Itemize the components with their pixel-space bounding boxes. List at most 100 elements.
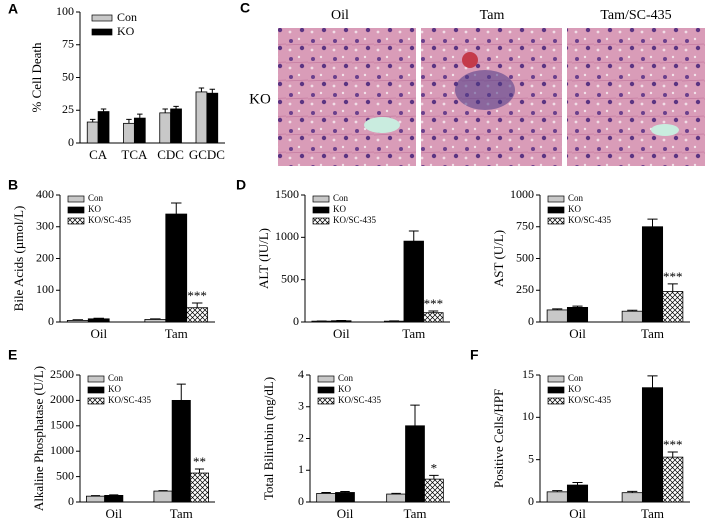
inflammation (455, 70, 515, 110)
y-tick-label: 1500 (275, 187, 299, 201)
y-axis-label: ALT (IU/L) (256, 228, 271, 289)
x-tick-label: Oil (337, 506, 354, 518)
error-bar (176, 383, 186, 401)
error-bar (126, 118, 132, 124)
error-bar (627, 490, 638, 493)
bar (546, 309, 568, 323)
x-tick-label: Tam (165, 326, 188, 341)
y-axis-label: % Cell Death (29, 42, 44, 113)
x-tick-label: GCDC (189, 147, 225, 162)
error-bar (429, 474, 439, 480)
error-bar (158, 490, 168, 492)
legend-label: KO/SC-435 (568, 215, 612, 225)
y-tick-label: 75 (62, 37, 74, 51)
legend-label: Con (108, 373, 124, 383)
panel-letter: E (8, 347, 17, 363)
bar (165, 213, 188, 323)
legend-swatch (312, 195, 330, 203)
y-axis-label: Positive Cells/HPF (491, 389, 506, 488)
legend-swatch (317, 386, 335, 394)
bar (641, 387, 664, 503)
legend-label: Con (568, 373, 584, 383)
legend-label: KO (568, 204, 581, 214)
bar (144, 319, 167, 323)
y-tick-label: 2000 (50, 392, 74, 406)
bar (66, 320, 89, 323)
bar (186, 307, 209, 323)
bar (546, 491, 568, 503)
y-tick-label: 15 (522, 367, 534, 381)
legend-swatch (547, 375, 565, 383)
error-bar (572, 305, 583, 308)
error-bar (391, 492, 401, 495)
y-tick-label: 5 (528, 451, 534, 465)
y-tick-label: 0 (298, 494, 304, 508)
bar (104, 494, 124, 503)
y-tick-label: 1500 (50, 418, 74, 432)
error-bar (198, 87, 205, 92)
bar (86, 495, 106, 503)
column-label: Tam (480, 8, 505, 23)
bar (86, 121, 99, 144)
legend-swatch (67, 217, 85, 225)
error-bar (90, 495, 101, 497)
error-bar (109, 494, 119, 496)
legend-swatch (547, 206, 565, 214)
legend-swatch (547, 397, 565, 405)
y-tick-label: 0 (68, 494, 74, 508)
legend-swatch (312, 217, 330, 225)
y-tick-label: 750 (516, 219, 534, 233)
error-bar (572, 482, 583, 486)
y-tick-label: 500 (516, 250, 534, 264)
legend-swatch (547, 386, 565, 394)
y-tick-label: 200 (36, 250, 54, 264)
legend-label: Con (333, 193, 349, 203)
legend-label: Con (88, 193, 104, 203)
bar (641, 226, 664, 323)
bar (133, 117, 146, 144)
legend-swatch (312, 206, 330, 214)
y-tick-label: 10 (522, 409, 534, 423)
legend-label: KO (338, 384, 351, 394)
bar (566, 306, 589, 323)
error-bar (552, 490, 563, 492)
error-bar (647, 218, 658, 227)
error-bar (194, 468, 205, 474)
bar (159, 112, 172, 144)
error-bar (667, 283, 678, 292)
blood-cells (462, 52, 478, 68)
x-tick-label: Oil (569, 506, 586, 518)
x-tick-label: Oil (333, 326, 350, 341)
error-bar (173, 105, 179, 109)
legend-swatch (317, 375, 335, 383)
bar (206, 92, 219, 144)
x-tick-label: Oil (569, 326, 586, 341)
legend-swatch (67, 195, 85, 203)
panel-letter: A (8, 1, 18, 17)
x-tick-label: CDC (157, 147, 184, 162)
legend-swatch (91, 28, 113, 36)
bar (195, 91, 208, 144)
error-bar (209, 88, 216, 94)
error-bar (191, 302, 203, 308)
error-bar (93, 317, 104, 319)
y-tick-label: 500 (56, 468, 74, 482)
bar (403, 240, 424, 323)
legend-label: KO/SC-435 (108, 395, 152, 405)
bar (97, 111, 110, 144)
legend-label: KO/SC-435 (88, 215, 132, 225)
x-tick-label: Tam (170, 506, 193, 518)
legend-swatch (67, 206, 85, 214)
y-tick-label: 100 (56, 4, 74, 18)
error-bar (89, 118, 96, 123)
bar (423, 312, 444, 323)
y-tick-label: 250 (516, 282, 534, 296)
x-tick-label: Tam (404, 506, 427, 518)
error-bar (410, 404, 420, 426)
error-bar (667, 451, 678, 458)
significance: *** (424, 296, 444, 311)
bar (189, 472, 209, 503)
bar (405, 425, 425, 503)
bar (87, 318, 110, 323)
